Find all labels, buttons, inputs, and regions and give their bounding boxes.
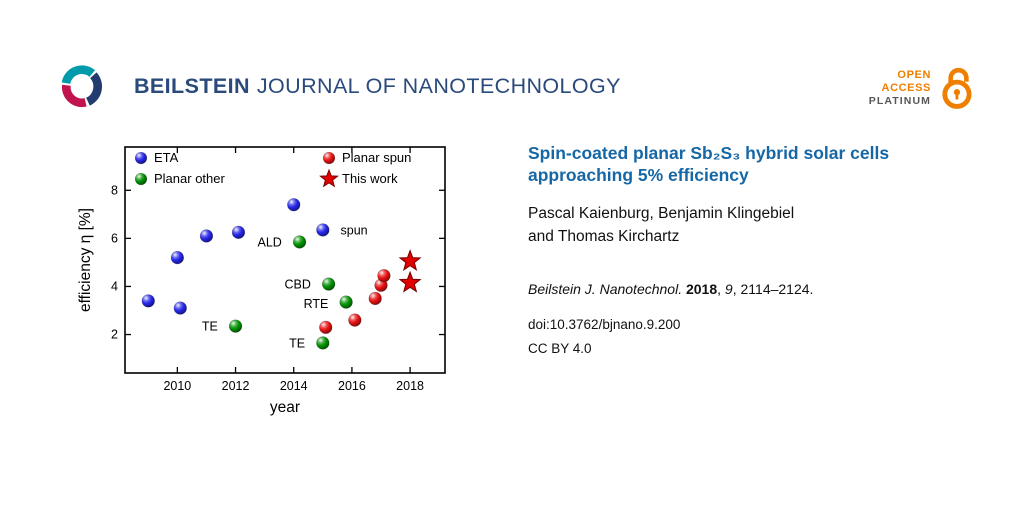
svg-text:CBD: CBD — [285, 278, 311, 292]
svg-text:6: 6 — [111, 231, 118, 245]
svg-text:TE: TE — [202, 320, 218, 334]
chart-canvas: 2010 2012 2014 2016 2018 2 4 6 8 year efficiency η… — [77, 146, 446, 416]
license: CC BY 4.0 — [528, 341, 592, 356]
svg-text:TE: TE — [289, 336, 305, 350]
efficiency-chart: 2010 2012 2014 2016 2018 2 4 6 8 year efficiency η… — [77, 135, 467, 425]
authors-line-1: Pascal Kaienburg, Benjamin Klingebiel — [528, 205, 795, 222]
svg-text:2010: 2010 — [163, 379, 191, 393]
svg-text:2016: 2016 — [338, 379, 366, 393]
svg-text:spun: spun — [341, 223, 368, 237]
svg-text:efficiency η [%]: efficiency η [%] — [77, 208, 94, 312]
svg-text:Planar spun: Planar spun — [342, 150, 411, 165]
authors: Pascal Kaienburg, Benjamin Klingebiel an… — [528, 202, 980, 248]
journal-name-rest: JOURNAL OF NANOTECHNOLOGY — [256, 74, 621, 98]
article-info: Spin-coated planar Sb₂S₃ hybrid solar ce… — [528, 142, 980, 359]
open-access-badge: OPEN ACCESS PLATINUM — [869, 66, 978, 110]
svg-text:2: 2 — [111, 328, 118, 342]
journal-name: BEILSTEIN JOURNAL OF NANOTECHNOLOGY — [134, 74, 621, 99]
citation: Beilstein J. Nanotechnol. 2018, 9, 2114–… — [528, 281, 814, 297]
svg-text:2012: 2012 — [222, 379, 250, 393]
svg-text:ETA: ETA — [154, 150, 179, 165]
article-title: Spin-coated planar Sb₂S₃ hybrid solar ce… — [528, 143, 890, 185]
open-access-line1: OPEN — [897, 68, 931, 81]
svg-text:This work: This work — [342, 171, 398, 186]
open-access-line2: ACCESS — [881, 81, 931, 94]
doi: doi:10.3762/bjnano.9.200 — [528, 317, 681, 332]
svg-text:ALD: ALD — [257, 235, 281, 249]
journal-name-bold: BEILSTEIN — [134, 74, 250, 98]
svg-text:RTE: RTE — [304, 297, 329, 311]
svg-text:8: 8 — [111, 183, 118, 197]
open-access-labels: OPEN ACCESS PLATINUM — [869, 69, 931, 108]
authors-line-2: and Thomas Kirchartz — [528, 228, 680, 245]
beilstein-logo-icon — [61, 65, 103, 108]
svg-text:year: year — [270, 399, 300, 416]
svg-text:4: 4 — [111, 279, 118, 293]
svg-text:2014: 2014 — [280, 379, 308, 393]
open-access-line3: PLATINUM — [868, 94, 931, 107]
svg-text:2018: 2018 — [396, 379, 424, 393]
open-access-lock-icon — [942, 67, 972, 109]
svg-text:Planar other: Planar other — [154, 171, 225, 186]
